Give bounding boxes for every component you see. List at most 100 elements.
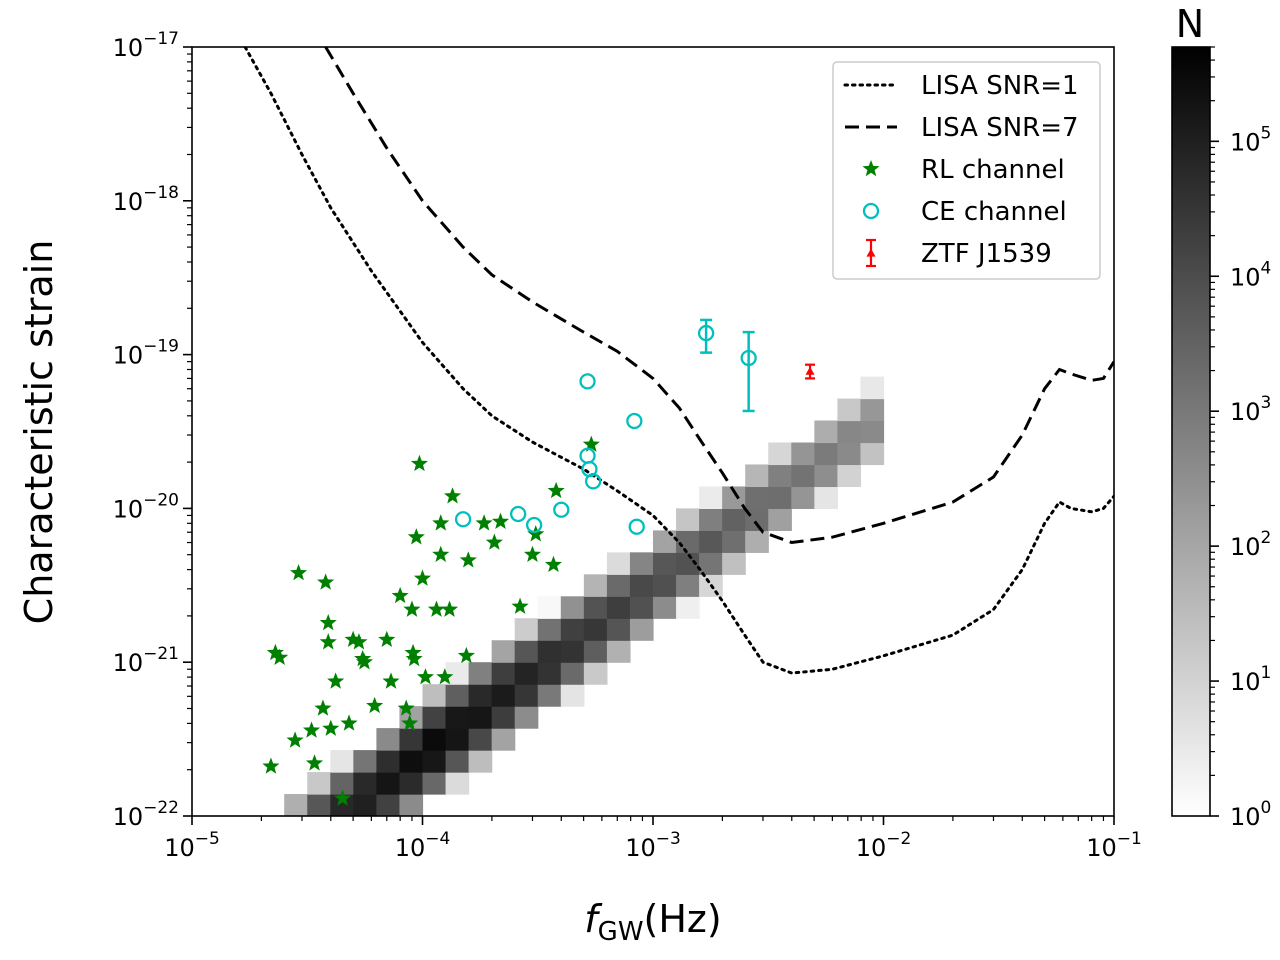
heatmap-cell: [376, 772, 401, 795]
legend-label: RL channel: [921, 155, 1065, 185]
rl-channel-point: [317, 573, 335, 590]
x-tick-label: 10−3: [625, 829, 681, 862]
heatmap-cell: [860, 420, 885, 444]
heatmap-cell: [722, 508, 746, 531]
colorbar-tick-label: 101: [1230, 663, 1271, 696]
rl-channel-point: [322, 719, 340, 736]
rl-channel-point: [382, 672, 400, 689]
heatmap-cell: [445, 684, 470, 707]
legend-star-handle: [862, 160, 880, 177]
rl-channel-point: [432, 545, 450, 562]
heatmap-cell: [514, 684, 539, 707]
rl-channel-point: [314, 699, 332, 716]
heatmap-cell: [514, 618, 539, 641]
heatmap-cell: [606, 574, 631, 597]
x-tick-label: 10−1: [1086, 829, 1142, 862]
heatmap-cell: [653, 552, 677, 575]
heatmap-cell: [791, 442, 815, 466]
y-tick-label: 10−19: [113, 337, 179, 370]
legend-label: LISA SNR=7: [921, 113, 1079, 143]
rl-channel-point: [340, 714, 358, 731]
heatmap-cell: [560, 662, 585, 685]
x-axis-label: fGW(Hz): [584, 897, 721, 947]
heatmap-cell: [791, 486, 815, 509]
heatmap-cell: [445, 706, 470, 729]
heatmap-cell: [860, 376, 885, 400]
ztf-j1539-point: [805, 366, 815, 375]
legend-label: LISA SNR=1: [921, 71, 1079, 101]
rl-channel-point: [523, 545, 542, 562]
heatmap-cell: [560, 618, 585, 641]
rl-channel-point: [527, 525, 545, 542]
heatmap-cell: [560, 684, 585, 707]
heatmap-cell: [491, 728, 516, 751]
rl-channel-point: [491, 512, 510, 529]
heatmap-cell: [606, 596, 631, 619]
rl-channel-point: [366, 696, 384, 714]
colorbar-gradient: [1171, 46, 1211, 817]
colorbar-ticks: 100 101 102 103 104 105: [1210, 46, 1271, 831]
lisa-snr1-curve: [243, 47, 1114, 675]
y-axis-label: Characteristic strain: [17, 240, 61, 625]
legend-circle-handle: [862, 202, 880, 220]
heatmap-cell: [399, 772, 424, 795]
rl-channel-point: [544, 555, 563, 573]
heatmap-cell: [422, 728, 447, 751]
heatmap-cell: [583, 618, 608, 641]
heatmap-cell: [468, 728, 493, 751]
heatmap-cell: [445, 728, 470, 751]
heatmap-cell: [583, 574, 608, 597]
rl-channel-point: [355, 653, 374, 670]
rl-channel-point: [350, 633, 368, 650]
x-tick-label: 10−5: [164, 829, 220, 862]
heatmap-cell: [376, 728, 401, 751]
colorbar-tick-label: 103: [1230, 393, 1271, 426]
heatmap-cell: [629, 618, 654, 641]
rl-channel-point: [266, 643, 284, 661]
rl-channel-point: [286, 731, 304, 748]
heatmap-cell: [491, 662, 516, 685]
heatmap-cell: [699, 552, 723, 575]
heatmap-cell: [491, 706, 516, 729]
ce-channel-point: [697, 324, 715, 342]
heatmap-cell: [491, 640, 516, 663]
rl-channel-point: [582, 435, 600, 452]
y-tick-label: 10−21: [113, 644, 179, 677]
rl-channel-point: [427, 600, 446, 617]
x-tick-label: 10−2: [856, 829, 912, 862]
heatmap-cell: [307, 794, 331, 816]
rl-channel-point: [459, 551, 477, 568]
lisa-snr7-curve: [324, 47, 1114, 545]
heatmap-cell: [422, 750, 447, 773]
rl-channel-point: [404, 643, 422, 661]
heatmap-cell: [514, 706, 539, 729]
heatmap-cell: [468, 706, 493, 729]
heatmap-cell: [353, 794, 377, 816]
heatmap-cell: [468, 684, 493, 707]
heatmap-cell: [583, 640, 608, 663]
heatmap-cell: [514, 640, 539, 663]
heatmap-cell: [837, 442, 862, 466]
x-tick-label: 10−4: [395, 829, 451, 862]
rl-channel-point: [262, 757, 280, 774]
heatmap-cell: [653, 596, 677, 619]
heatmap-cell: [837, 464, 862, 488]
rl-channel-point: [440, 600, 459, 617]
heatmap-cell: [353, 772, 377, 795]
rl-channel-point: [378, 630, 396, 648]
heatmap-cell: [768, 464, 792, 488]
heatmap-cell: [860, 398, 885, 422]
heatmap-cell: [814, 486, 838, 509]
rl-channel-point: [290, 564, 308, 581]
rl-channel-point: [334, 789, 352, 806]
heatmap-cell: [837, 420, 862, 444]
rl-channel-point: [271, 648, 289, 665]
heatmap-cell: [537, 618, 562, 641]
rl-channel-point: [397, 699, 415, 716]
legend: LISA SNR=1 LISA SNR=7 RL channel CE channel…: [832, 61, 1101, 280]
rl-channel-point: [432, 514, 450, 531]
ce-channel-point: [579, 373, 596, 390]
colorbar-tick-label: 105: [1230, 123, 1271, 156]
heatmap-cell: [537, 596, 562, 619]
